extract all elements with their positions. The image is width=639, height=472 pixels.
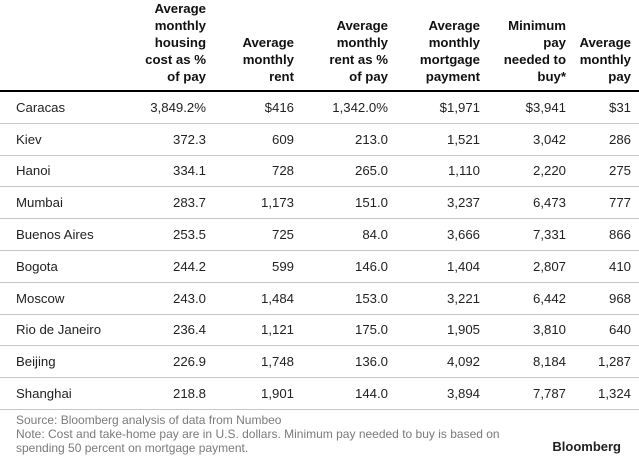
- table-cell: 3,894: [396, 377, 488, 410]
- table-cell: 6,442: [488, 282, 574, 315]
- table-cell: 1,521: [396, 123, 488, 156]
- table-cell: 84.0: [302, 218, 396, 251]
- table-cell: 609: [214, 123, 302, 156]
- table-cell: 777: [574, 186, 639, 220]
- table-cell: 3,042: [488, 123, 574, 156]
- table-cell: 1,287: [574, 345, 639, 379]
- table-cell: 3,810: [488, 314, 574, 347]
- table-footer: Source: Bloomberg analysis of data from …: [16, 413, 536, 455]
- table-cell: 640: [574, 314, 639, 347]
- table-cell: 1,173: [214, 186, 302, 220]
- table-cell: $1,971: [396, 91, 488, 124]
- table-cell: 1,901: [214, 377, 302, 410]
- table-cell: 226.9: [112, 345, 214, 379]
- table-cell: 146.0: [302, 250, 396, 283]
- column-header-monthly-rent: Average monthly rent: [214, 0, 302, 92]
- table-cell: 213.0: [302, 123, 396, 156]
- table-cell: 243.0: [112, 282, 214, 315]
- table-cell: 1,905: [396, 314, 488, 347]
- column-header-housing-cost-pct: Average monthly housing cost as % of pay: [112, 0, 214, 92]
- table-cell: 728: [214, 155, 302, 188]
- table-cell: $416: [214, 91, 302, 124]
- table-cell: 2,807: [488, 250, 574, 283]
- table-cell: 599: [214, 250, 302, 283]
- table-cell: 275: [574, 155, 639, 188]
- table-cell: 1,110: [396, 155, 488, 188]
- table-cell: 144.0: [302, 377, 396, 410]
- table-row: Rio de Janeiro 236.4 1,121 175.0 1,905 3…: [0, 314, 639, 347]
- table-cell: 236.4: [112, 314, 214, 347]
- table-row: Mumbai 283.7 1,173 151.0 3,237 6,473 777: [0, 186, 639, 220]
- table-row: Hanoi 334.1 728 265.0 1,110 2,220 275: [0, 155, 639, 188]
- source-note: Source: Bloomberg analysis of data from …: [16, 413, 282, 427]
- city-cell: Beijing: [0, 345, 112, 379]
- column-header-monthly-pay: Average monthly pay: [574, 0, 639, 92]
- table-cell: 7,331: [488, 218, 574, 251]
- table-cell: $3,941: [488, 91, 574, 124]
- table-cell: 725: [214, 218, 302, 251]
- table-cell: 244.2: [112, 250, 214, 283]
- table-cell: 1,484: [214, 282, 302, 315]
- column-header-city: [0, 0, 112, 92]
- table-row: Caracas 3,849.2% $416 1,342.0% $1,971 $3…: [0, 91, 639, 124]
- table-row: Kiev 372.3 609 213.0 1,521 3,042 286: [0, 123, 639, 156]
- table-cell: 410: [574, 250, 639, 283]
- table-cell: 265.0: [302, 155, 396, 188]
- table-cell: 968: [574, 282, 639, 315]
- city-cell: Bogota: [0, 250, 112, 283]
- city-cell: Shanghai: [0, 377, 112, 410]
- table-cell: 153.0: [302, 282, 396, 315]
- table-cell: 175.0: [302, 314, 396, 347]
- table-cell: 3,221: [396, 282, 488, 315]
- table-cell: 372.3: [112, 123, 214, 156]
- table-cell: 866: [574, 218, 639, 251]
- table-cell: 2,220: [488, 155, 574, 188]
- table-cell: 283.7: [112, 186, 214, 220]
- housing-cost-table: Average monthly housing cost as % of pay…: [0, 0, 639, 410]
- table-header-row: Average monthly housing cost as % of pay…: [0, 0, 639, 92]
- table-row: Shanghai 218.8 1,901 144.0 3,894 7,787 1…: [0, 377, 639, 410]
- city-cell: Mumbai: [0, 186, 112, 220]
- table-cell: 7,787: [488, 377, 574, 410]
- table-cell: 334.1: [112, 155, 214, 188]
- table-row: Beijing 226.9 1,748 136.0 4,092 8,184 1,…: [0, 345, 639, 379]
- table-cell: 218.8: [112, 377, 214, 410]
- table-cell: 8,184: [488, 345, 574, 379]
- table-row: Moscow 243.0 1,484 153.0 3,221 6,442 968: [0, 282, 639, 315]
- bloomberg-logo: Bloomberg: [552, 439, 621, 454]
- table-cell: 1,404: [396, 250, 488, 283]
- table-cell: 1,324: [574, 377, 639, 410]
- table-cell: 136.0: [302, 345, 396, 379]
- table-cell: 1,748: [214, 345, 302, 379]
- table-cell: 3,849.2%: [112, 91, 214, 124]
- table-cell: 1,121: [214, 314, 302, 347]
- methodology-note: Note: Cost and take-home pay are in U.S.…: [16, 427, 500, 455]
- table-cell: $31: [574, 91, 639, 124]
- city-cell: Caracas: [0, 91, 112, 124]
- table-cell: 3,666: [396, 218, 488, 251]
- city-cell: Moscow: [0, 282, 112, 315]
- city-cell: Rio de Janeiro: [0, 314, 112, 347]
- city-cell: Hanoi: [0, 155, 112, 188]
- table-cell: 6,473: [488, 186, 574, 220]
- city-cell: Buenos Aires: [0, 218, 112, 251]
- column-header-minimum-pay: Minimum pay needed to buy*: [488, 0, 574, 92]
- table-cell: 253.5: [112, 218, 214, 251]
- table-cell: 1,342.0%: [302, 91, 396, 124]
- table-cell: 4,092: [396, 345, 488, 379]
- table-cell: 286: [574, 123, 639, 156]
- column-header-rent-pct: Average monthly rent as % of pay: [302, 0, 396, 92]
- table-cell: 3,237: [396, 186, 488, 220]
- table-row: Bogota 244.2 599 146.0 1,404 2,807 410: [0, 250, 639, 283]
- column-header-mortgage-payment: Average monthly mortgage payment: [396, 0, 488, 92]
- table-row: Buenos Aires 253.5 725 84.0 3,666 7,331 …: [0, 218, 639, 251]
- table-cell: 151.0: [302, 186, 396, 220]
- city-cell: Kiev: [0, 123, 112, 156]
